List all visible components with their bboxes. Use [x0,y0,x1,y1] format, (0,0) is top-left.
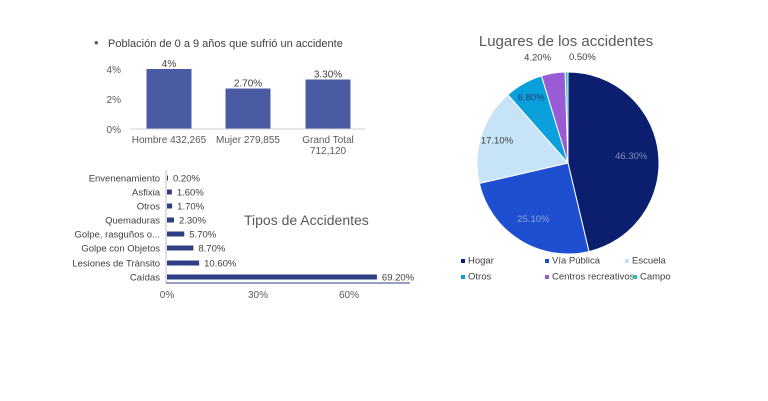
accident-type-label: Asfixia [132,188,161,199]
pie-legend-label: Vía Pública [552,256,601,267]
pie-legend-swatch [461,275,465,279]
population-chart: • Población de 0 a 9 años que sufrió un … [94,35,365,157]
places-pie-title: Lugares de los accidentes [479,33,653,50]
population-data-label: 4% [162,59,177,70]
pie-legend-swatch [461,259,465,263]
pie-data-label: 46.30% [615,151,648,162]
accident-type-bar [167,189,172,195]
population-legend-marker: • [94,35,99,50]
accident-type-label: Otros [137,202,160,213]
accident-type-bar [167,245,194,251]
accident-type-label: Golpe con Objetos [81,244,160,255]
accident-types-x-tick: 0% [160,290,175,301]
accident-type-data-label: 1.60% [177,188,204,199]
pie-legend-label: Centros recreativos [552,272,635,283]
pie-legend-label: Hogar [468,256,494,267]
accident-type-bar [167,274,377,280]
pie-data-label: 6.80% [518,93,545,104]
accident-type-bar [167,217,174,223]
accident-type-data-label: 1.70% [177,202,204,213]
pie-legend-label: Otros [468,272,491,283]
accident-types-x-tick: 30% [248,290,268,301]
population-data-label: 3.30% [314,70,342,81]
accident-type-data-label: 0.20% [173,174,200,185]
accident-type-label: Golpe, rasguños o... [74,230,160,241]
population-bar [146,69,192,129]
accident-type-label: Quemaduras [105,216,160,227]
population-data-label: 2.70% [234,79,262,90]
pie-legend-swatch [633,275,637,279]
accident-type-data-label: 2.30% [179,216,206,227]
accident-type-label: Caídas [130,273,160,284]
pie-data-label: 25.10% [517,214,550,225]
pie-legend-swatch [625,259,629,263]
pie-data-label: 4.20% [524,52,551,63]
pie-legend-swatch [545,259,549,263]
population-y-tick: 0% [107,125,122,136]
population-y-tick: 2% [107,95,122,106]
accident-type-data-label: 5.70% [189,230,216,241]
accident-type-bar [167,175,168,181]
accident-types-title: Tipos de Accidentes [244,212,369,228]
accident-type-data-label: 8.70% [198,244,225,255]
accident-type-data-label: 69.20% [382,273,415,284]
accident-type-bar [167,203,173,209]
population-chart-title: Población de 0 a 9 años que sufrió un ac… [108,38,343,50]
pie-slice [476,94,569,185]
pie-legend-label: Campo [640,272,671,283]
pie-slice [564,71,569,164]
accident-types-chart: Tipos de Accidentes Envenenamiento Asfixi… [72,170,415,301]
population-category-label: Grand Total 712,120 [302,135,354,157]
population-bar [305,79,351,129]
population-y-tick: 4% [107,65,122,76]
accident-type-label: Lesiones de Tránsito [72,259,160,270]
accident-type-data-label: 10.60% [204,259,237,270]
pie-data-label: 17.10% [481,136,514,147]
population-bar [225,88,271,129]
pie-data-label: 0.50% [569,52,596,63]
accident-type-bar [167,231,185,237]
population-category-label: Hombre 432,265 [132,135,207,146]
places-pie-chart: Lugares de los accidentes 46.30% 25.10% 17… [461,33,671,283]
accident-type-bar [167,260,200,266]
pie-slice [567,71,660,253]
pie-legend-label: Escuela [632,256,667,267]
pie-slice [478,162,590,255]
accident-types-x-tick: 60% [339,290,359,301]
accident-type-label: Envenenamiento [89,174,160,185]
population-category-label: Mujer 279,855 [216,135,280,146]
pie-legend-swatch [545,275,549,279]
